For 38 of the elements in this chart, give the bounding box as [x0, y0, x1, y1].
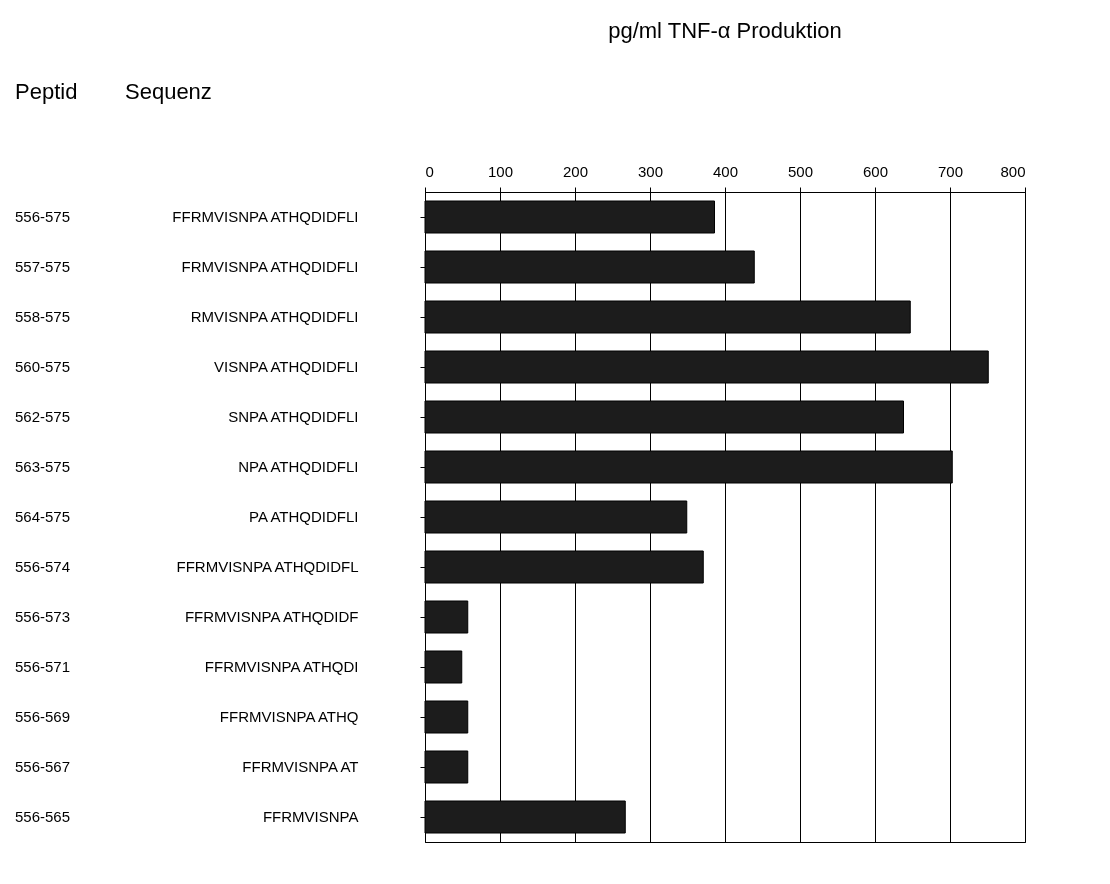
x-tick-label: 200: [562, 162, 589, 180]
y2-tick-label: 557-575: [15, 258, 71, 275]
y2-tick-label: 558-575: [15, 308, 71, 325]
chart-title: pg/ml TNF-α Produktion: [608, 18, 842, 43]
x-tick-label: 700: [937, 162, 964, 180]
y2-tick-label: 560-575: [15, 358, 71, 375]
y-tick-label: FFRMVISNPA: [262, 808, 359, 825]
y-tick-label: PA ATHQDIDFLI: [249, 508, 359, 525]
x-tick-label: 100: [487, 162, 514, 180]
y-tick-label: FFRMVISNPA ATHQDI: [204, 658, 359, 675]
y2-tick-label: 562-575: [15, 408, 71, 425]
y2-tick-label: 563-575: [15, 458, 71, 475]
y-tick-label: FFRMVISNPA ATHQDIDFLI: [172, 208, 359, 225]
x-tick-label: 500: [787, 162, 814, 180]
y-tick-label: FFRMVISNPA ATHQDIDFL: [176, 558, 359, 575]
y2-tick-label: 556-575: [15, 208, 71, 225]
y2-tick-label: 556-573: [15, 608, 71, 625]
x-tick-label: 600: [862, 162, 889, 180]
text: Peptid: [15, 79, 78, 104]
y-tick-label: FFRMVISNPA ATHQ: [219, 708, 359, 725]
y2-tick-label: 556-569: [15, 708, 71, 725]
x-tick-label: 0: [425, 162, 434, 180]
y2-tick-label: 556-567: [15, 758, 71, 775]
y-tick-label: FFRMVISNPA AT: [242, 758, 359, 775]
y-tick-label: RMVISNPA ATHQDIDFLI: [190, 308, 359, 325]
y-tick-label: VISNPA ATHQDIDFLI: [214, 358, 359, 375]
y-tick-label: NPA ATHQDIDFLI: [238, 458, 359, 475]
x-tick-label: 400: [712, 162, 739, 180]
y-tick-label: SNPA ATHQDIDFLI: [228, 408, 359, 425]
y2-tick-label: 556-565: [15, 808, 71, 825]
text: Sequenz: [125, 79, 212, 104]
x-tick-label: 800: [1000, 162, 1026, 180]
y2-tick-label: 564-575: [15, 508, 71, 525]
y2-tick-label: 556-574: [15, 558, 71, 575]
y2-tick-label: 556-571: [15, 658, 71, 675]
y-tick-label: FFRMVISNPA ATHQDIDF: [184, 608, 359, 625]
y-tick-label: FRMVISNPA ATHQDIDFLI: [181, 258, 359, 275]
x-tick-label: 300: [637, 162, 664, 180]
